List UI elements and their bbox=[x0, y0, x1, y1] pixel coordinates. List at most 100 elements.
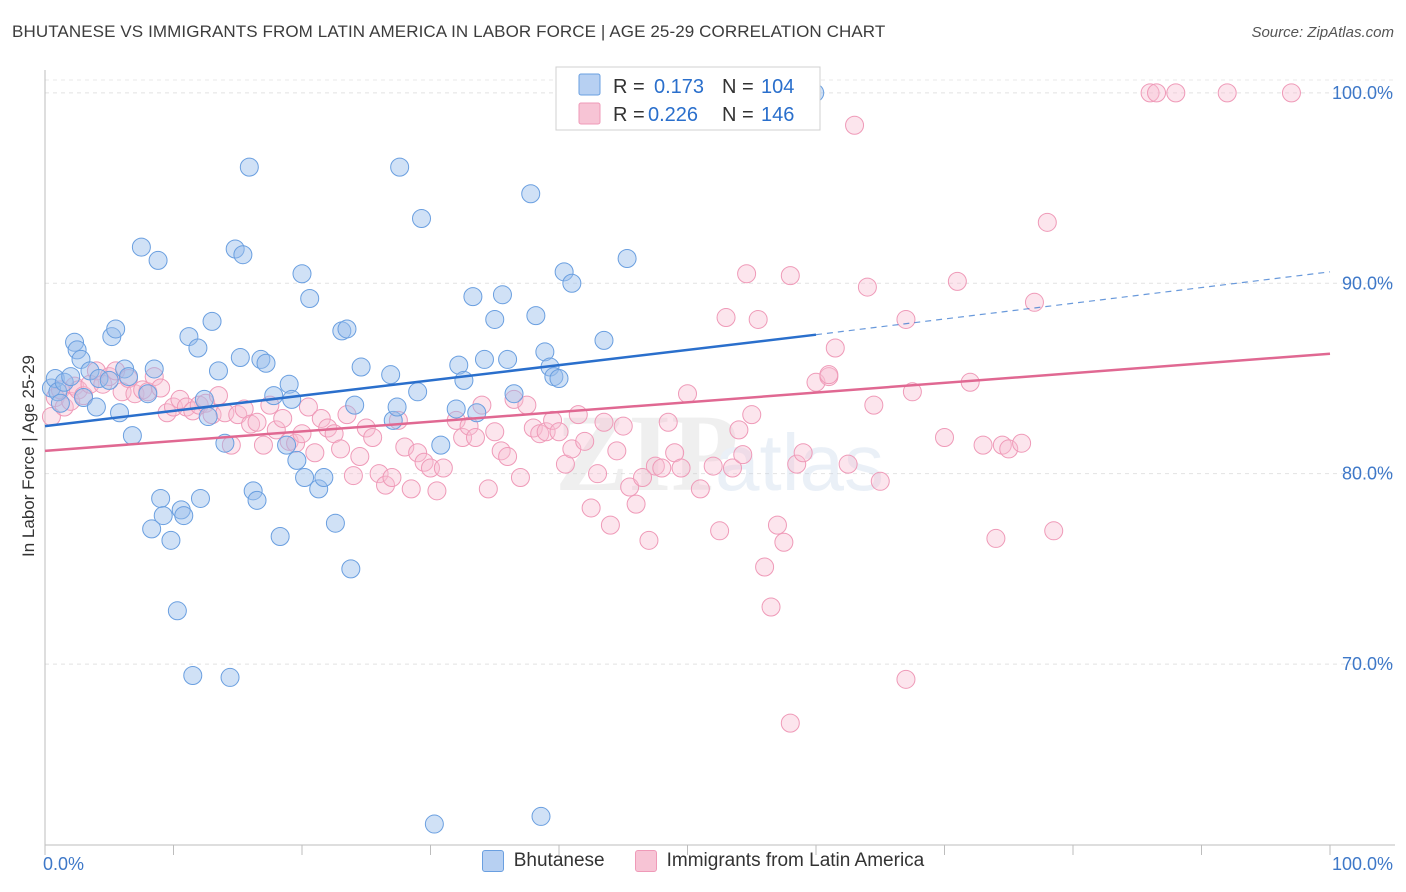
latin-america-point bbox=[864, 395, 884, 415]
latin-america-point bbox=[363, 428, 383, 448]
bhutanese-point bbox=[277, 435, 297, 455]
legend-r-label-1: R = bbox=[613, 76, 645, 98]
latin-america-point bbox=[1044, 521, 1064, 541]
bhutanese-trend-extension bbox=[815, 271, 1331, 336]
bhutanese-point bbox=[198, 407, 218, 427]
bhutanese-point bbox=[535, 342, 555, 362]
bhutanese-point bbox=[142, 519, 162, 539]
bhutanese-point bbox=[208, 361, 228, 381]
bhutanese-point bbox=[99, 370, 119, 390]
bhutanese-point bbox=[202, 311, 222, 331]
latin-america-point bbox=[151, 378, 171, 398]
bhutanese-point bbox=[48, 382, 68, 402]
trend-lines bbox=[44, 271, 1331, 453]
bhutanese-point bbox=[454, 370, 474, 390]
bhutanese-point bbox=[251, 349, 271, 369]
legend-r-value-2: 0.226 bbox=[648, 104, 698, 126]
y-tick-labels: 100.0% 90.0% 80.0% 70.0% bbox=[1332, 83, 1393, 674]
latin-america-point bbox=[780, 713, 800, 733]
bhutanese-point bbox=[190, 488, 210, 508]
bhutanese-point bbox=[230, 348, 250, 368]
bhutanese-point bbox=[295, 467, 315, 487]
bhutanese-point bbox=[345, 395, 365, 415]
latin-america-point bbox=[761, 597, 781, 617]
bhutanese-point bbox=[492, 285, 512, 305]
latin-america-point bbox=[870, 471, 890, 491]
bhutanese-point bbox=[106, 319, 126, 339]
latin-america-point bbox=[722, 458, 742, 478]
bhutanese-point bbox=[449, 355, 469, 375]
legend-item-bhutanese: Bhutanese bbox=[481, 850, 605, 872]
latin-america-point bbox=[729, 420, 749, 440]
bhutanese-point bbox=[390, 157, 410, 177]
latin-america-point bbox=[1024, 292, 1044, 312]
latin-america-point bbox=[845, 115, 865, 135]
bhutanese-trend-line bbox=[44, 333, 817, 428]
bhutanese-point bbox=[485, 309, 505, 329]
latin-america-point bbox=[568, 405, 588, 425]
latin-america-point bbox=[395, 437, 415, 457]
x-tick-label: 0.0% bbox=[43, 854, 84, 874]
latin-america-point bbox=[305, 443, 325, 463]
bhutanese-point bbox=[122, 426, 142, 446]
latin-america-point bbox=[382, 467, 402, 487]
bhutanese-point bbox=[233, 245, 253, 265]
latin-america-point bbox=[973, 435, 993, 455]
latin-america-point bbox=[1147, 83, 1167, 103]
bhutanese-point bbox=[594, 330, 614, 350]
source-note: Source: ZipAtlas.com bbox=[1251, 24, 1394, 41]
bhutanese-point bbox=[617, 249, 637, 269]
bhutanese-point bbox=[381, 365, 401, 385]
legend-r-label-2: R = bbox=[613, 104, 645, 126]
watermark: ZIP atlas bbox=[555, 392, 884, 514]
latin-america-point bbox=[498, 447, 518, 467]
latin-america-point bbox=[780, 266, 800, 286]
x-tick-label: 100.0% bbox=[1332, 854, 1393, 874]
latin-america-point bbox=[311, 408, 331, 428]
latin-america-point bbox=[986, 528, 1006, 548]
latin-america-point bbox=[825, 338, 845, 358]
bhutanese-point bbox=[526, 306, 546, 326]
bhutanese-point bbox=[474, 349, 494, 369]
latin-america-point bbox=[613, 416, 633, 436]
bhutanese-point bbox=[424, 814, 444, 834]
bhutanese-point bbox=[119, 367, 139, 387]
legend-n-label-1: N = bbox=[722, 76, 754, 98]
latin-america-point bbox=[408, 443, 428, 463]
y-tick-label: 80.0% bbox=[1342, 464, 1393, 484]
bhutanese-point bbox=[498, 349, 518, 369]
bhutanese-point bbox=[247, 490, 267, 510]
bhutanese-point bbox=[256, 353, 276, 373]
bhutanese-point bbox=[270, 527, 290, 547]
bhutanese-point bbox=[554, 262, 574, 282]
latin-america-point bbox=[485, 422, 505, 442]
y-tick-label: 100.0% bbox=[1332, 83, 1393, 103]
bhutanese-point bbox=[279, 374, 299, 394]
latin-america-point bbox=[1217, 83, 1237, 103]
bhutanese-point bbox=[144, 359, 164, 379]
latin-america-point bbox=[337, 405, 357, 425]
latin-america-point bbox=[343, 466, 363, 486]
latin-america-point bbox=[737, 264, 757, 284]
latin-america-point bbox=[678, 384, 697, 404]
latin-america-point bbox=[1037, 212, 1057, 232]
latin-america-point bbox=[331, 439, 351, 459]
latin-america-point bbox=[1281, 83, 1301, 103]
latin-america-point bbox=[376, 475, 396, 495]
bhutanese-point bbox=[167, 601, 187, 621]
latin-america-point bbox=[896, 309, 916, 329]
legend-n-value-2: 146 bbox=[761, 104, 794, 126]
latin-america-point bbox=[433, 458, 453, 478]
latin-america-point bbox=[1166, 83, 1186, 103]
latin-america-point bbox=[658, 412, 678, 432]
latin-america-point bbox=[767, 515, 787, 535]
bhutanese-point bbox=[86, 397, 106, 417]
legend-item-latin-america: Immigrants from Latin America bbox=[634, 850, 924, 872]
bhutanese-point bbox=[446, 399, 466, 419]
latin-america-point bbox=[671, 458, 691, 478]
bhutanese-point bbox=[325, 513, 345, 533]
series-legend: Bhutanese Immigrants from Latin America bbox=[0, 850, 1406, 872]
bhutanese-point bbox=[549, 368, 569, 388]
latin-america-point bbox=[144, 367, 164, 387]
bhutanese-point bbox=[504, 384, 524, 404]
